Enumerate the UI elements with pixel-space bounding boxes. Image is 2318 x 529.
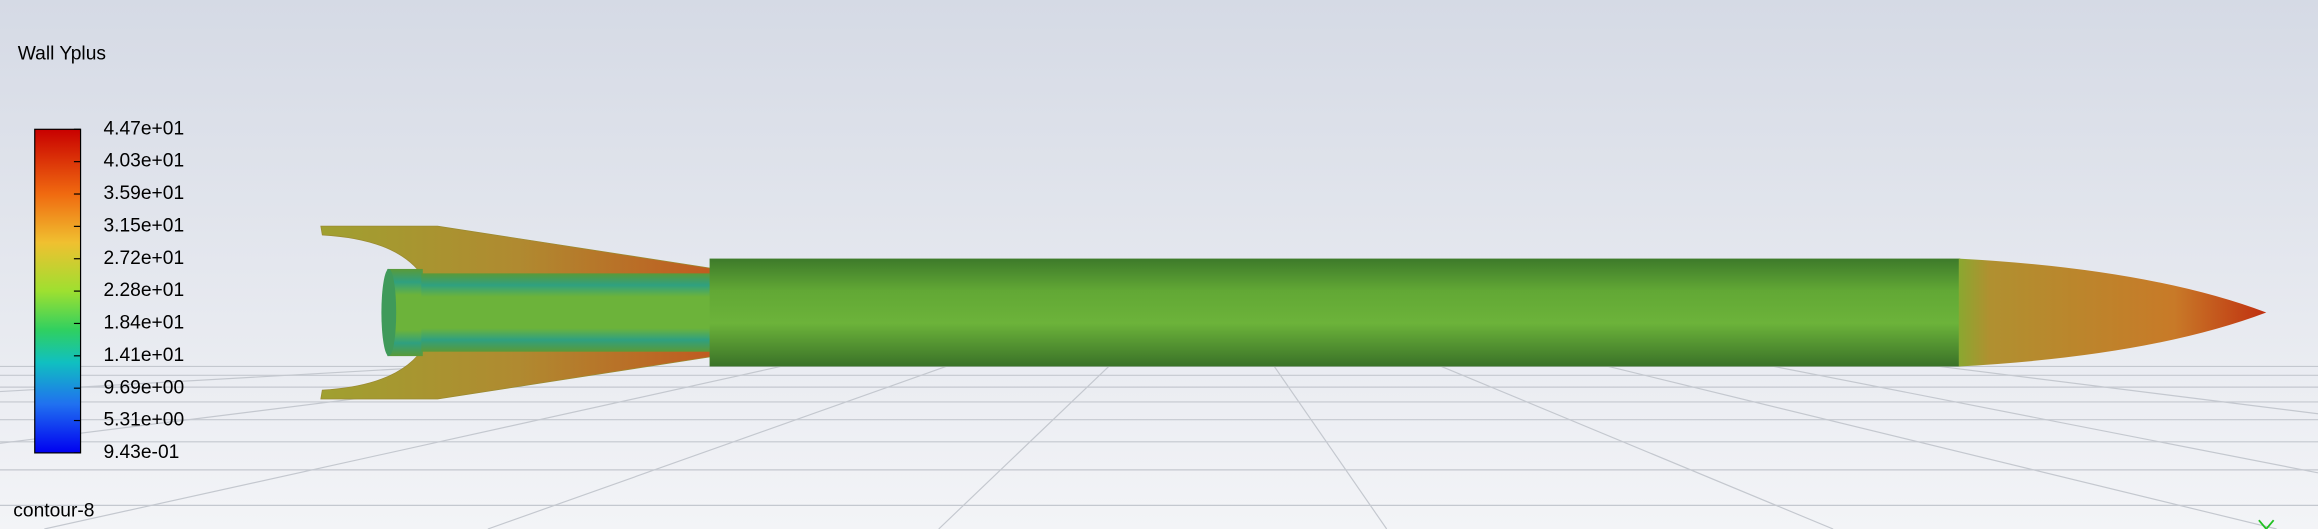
axis-triad: [2265, 519, 2275, 529]
colorbar-label: 5.31e+00: [103, 410, 184, 431]
legend-title: Wall Yplus: [18, 44, 106, 65]
colorbar-label: 9.69e+00: [103, 377, 184, 398]
colorbar-label: 3.15e+01: [103, 215, 184, 236]
colorbar-label: 9.43e-01: [103, 442, 179, 463]
colorbar-label: 4.47e+01: [103, 118, 184, 139]
axis-triad: [2258, 519, 2267, 529]
colorbar: [34, 128, 82, 454]
colorbar-label: 3.59e+01: [103, 183, 184, 204]
colorbar-label: 2.72e+01: [103, 248, 184, 269]
colorbar-label: 1.41e+01: [103, 345, 184, 366]
colorbar-label: 2.28e+01: [103, 280, 184, 301]
colorbar-label: 4.03e+01: [103, 151, 184, 172]
contour-name: contour-8: [13, 500, 94, 521]
colorbar-labels: 4.47e+01 4.03e+01 3.59e+01 3.15e+01 2.72e+01…: [73, 118, 184, 463]
rocket: [320, 225, 2267, 400]
colorbar-label: 1.84e+01: [103, 313, 184, 334]
